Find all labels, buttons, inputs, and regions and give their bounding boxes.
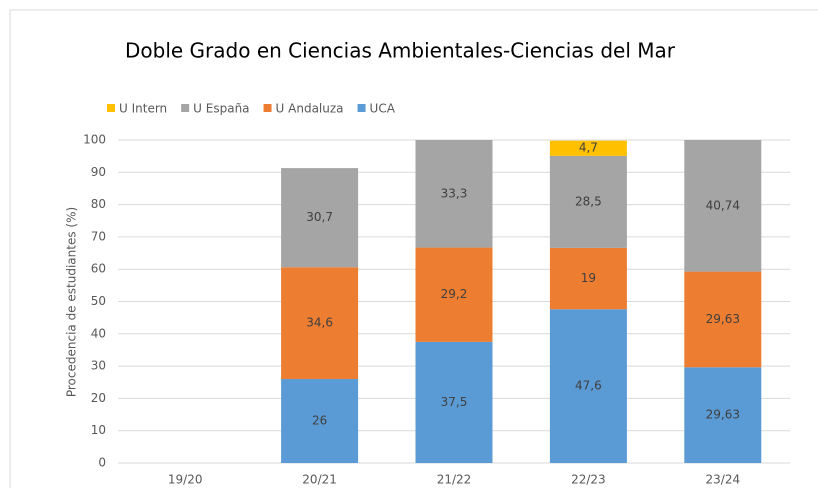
y-tick-label: 20 bbox=[91, 391, 106, 405]
y-tick-label: 30 bbox=[91, 359, 106, 373]
value-label: 29,2 bbox=[441, 287, 468, 301]
value-label: 4,7 bbox=[579, 141, 598, 155]
value-label: 40,74 bbox=[706, 198, 740, 212]
value-label: 47,6 bbox=[575, 379, 602, 393]
bar-segment bbox=[549, 140, 627, 156]
bar-segment bbox=[549, 247, 627, 310]
legend-label: U Andaluza bbox=[276, 102, 344, 116]
legend-label: UCA bbox=[370, 102, 396, 116]
y-tick-label: 50 bbox=[91, 294, 106, 308]
y-axis-label: Procedencia de estudiantes (%) bbox=[65, 207, 79, 397]
bar-segment bbox=[415, 140, 493, 248]
bar-segment bbox=[281, 168, 359, 268]
value-label: 37,5 bbox=[441, 395, 468, 409]
x-tick-label: 19/20 bbox=[168, 473, 203, 487]
bar-segment bbox=[549, 155, 627, 248]
bar-segment bbox=[549, 309, 627, 463]
x-tick-label: 23/24 bbox=[706, 473, 741, 487]
legend-swatch bbox=[263, 104, 272, 112]
bar-segment bbox=[415, 247, 493, 342]
bar-segment bbox=[684, 271, 762, 368]
value-label: 33,3 bbox=[441, 186, 468, 200]
bar-segment bbox=[415, 341, 493, 463]
bar-segment bbox=[281, 267, 359, 380]
x-tick-label: 20/21 bbox=[302, 473, 337, 487]
value-label: 19 bbox=[581, 271, 596, 285]
bar-segment bbox=[281, 379, 359, 463]
legend-label: U Intern bbox=[119, 102, 167, 116]
chart-title: Doble Grado en Ciencias Ambientales-Cien… bbox=[125, 39, 676, 63]
value-label: 30,7 bbox=[306, 210, 333, 224]
legend-swatch bbox=[357, 104, 366, 112]
x-tick-label: 21/22 bbox=[437, 473, 472, 487]
y-tick-label: 0 bbox=[98, 456, 106, 470]
x-tick-label: 22/23 bbox=[571, 473, 606, 487]
legend-swatch bbox=[107, 104, 115, 112]
y-tick-label: 100 bbox=[83, 133, 106, 147]
y-tick-label: 70 bbox=[91, 229, 106, 243]
value-label: 29,63 bbox=[706, 408, 740, 422]
legend-label: U España bbox=[193, 102, 249, 116]
y-tick-label: 10 bbox=[91, 423, 106, 437]
bar-segment bbox=[684, 140, 762, 272]
value-label: 28,5 bbox=[575, 194, 602, 208]
y-tick-label: 60 bbox=[91, 262, 106, 276]
y-tick-label: 90 bbox=[91, 165, 106, 179]
value-label: 29,63 bbox=[706, 312, 740, 326]
chart-border bbox=[9, 9, 818, 488]
value-label: 26 bbox=[312, 414, 327, 428]
legend-swatch bbox=[181, 104, 190, 112]
y-tick-label: 80 bbox=[91, 197, 106, 211]
y-tick-label: 40 bbox=[91, 326, 106, 340]
bar-segment bbox=[684, 367, 762, 463]
value-label: 34,6 bbox=[306, 316, 333, 330]
